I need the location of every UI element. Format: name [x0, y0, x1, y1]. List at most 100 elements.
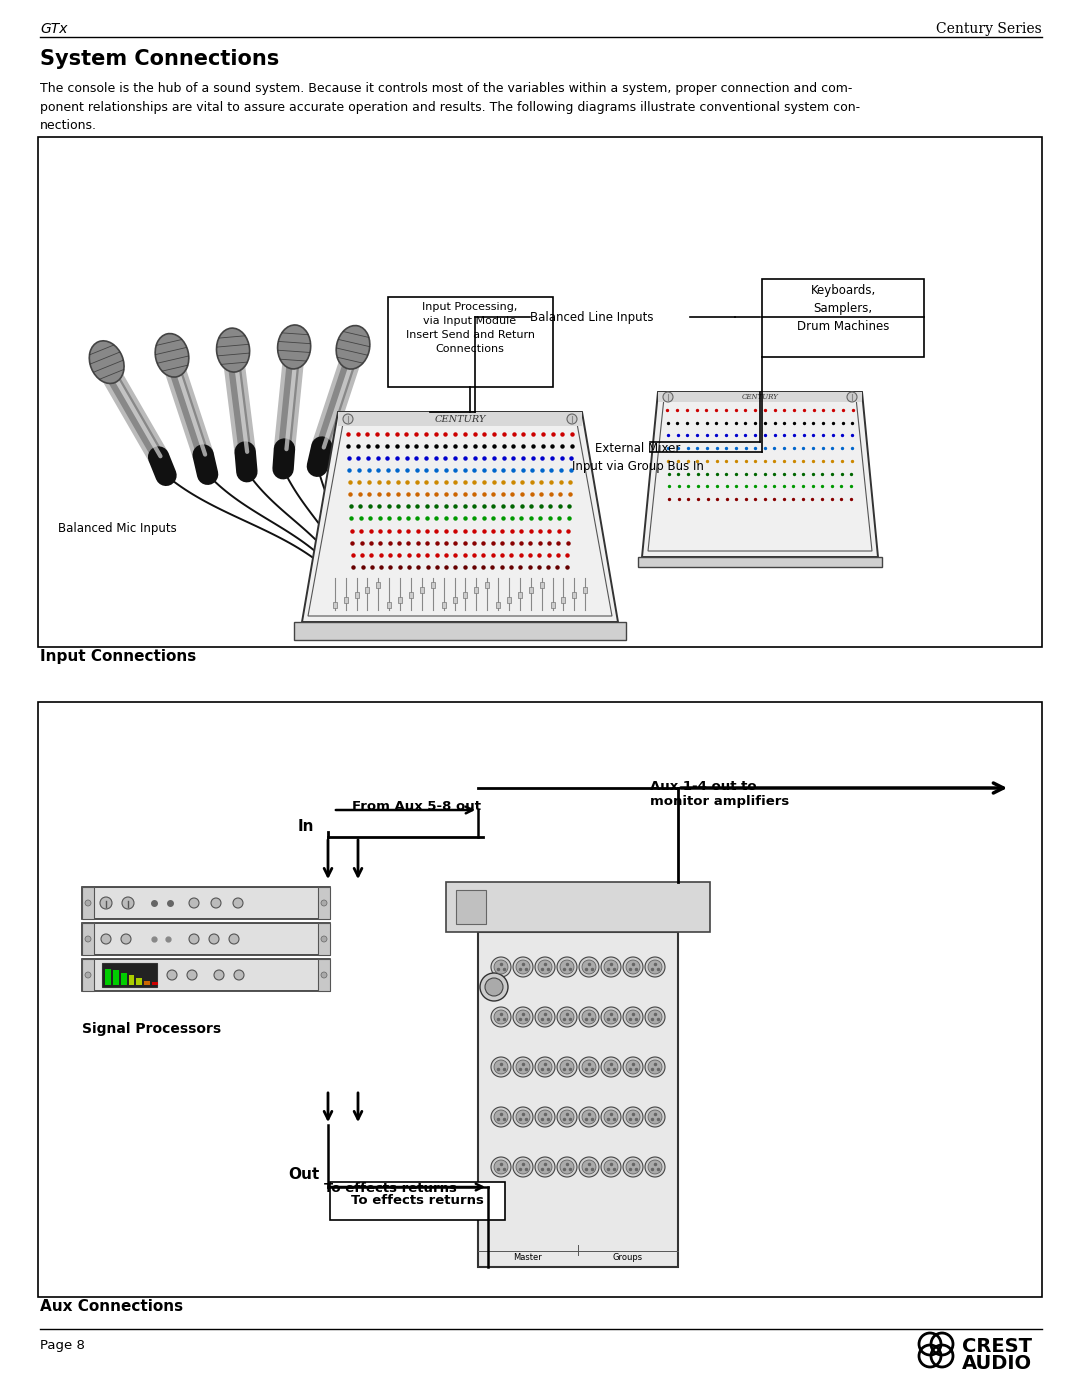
- Circle shape: [604, 1060, 618, 1074]
- Circle shape: [535, 1157, 555, 1178]
- Circle shape: [648, 960, 662, 974]
- Bar: [376, 583, 380, 588]
- Text: Keyboards,
Samplers,
Drum Machines: Keyboards, Samplers, Drum Machines: [797, 284, 889, 332]
- Bar: [540, 583, 543, 588]
- Polygon shape: [642, 393, 878, 557]
- Bar: [388, 298, 553, 387]
- Circle shape: [579, 1007, 599, 1027]
- Circle shape: [623, 1157, 643, 1178]
- Circle shape: [648, 1160, 662, 1173]
- Circle shape: [645, 1007, 665, 1027]
- Circle shape: [538, 1160, 552, 1173]
- Circle shape: [648, 1010, 662, 1024]
- Circle shape: [623, 1007, 643, 1027]
- Bar: [431, 583, 435, 588]
- Text: The console is the hub of a sound system. Because it controls most of the variab: The console is the hub of a sound system…: [40, 82, 860, 131]
- Bar: [485, 583, 489, 588]
- Text: Aux Connections: Aux Connections: [40, 1299, 184, 1315]
- Circle shape: [491, 1007, 511, 1027]
- Circle shape: [229, 935, 239, 944]
- Circle shape: [122, 897, 134, 909]
- Circle shape: [579, 957, 599, 977]
- Bar: [453, 597, 457, 604]
- Text: Input Processing,
via Input Module
Insert Send and Return
Connections: Input Processing, via Input Module Inser…: [405, 302, 535, 353]
- Ellipse shape: [90, 341, 124, 383]
- Circle shape: [847, 393, 858, 402]
- Bar: [102, 963, 157, 988]
- Circle shape: [321, 900, 327, 907]
- Circle shape: [210, 935, 219, 944]
- Circle shape: [582, 1060, 596, 1074]
- Text: External Mixer
Input via Group Bus In: External Mixer Input via Group Bus In: [572, 441, 704, 474]
- Circle shape: [557, 1007, 577, 1027]
- Circle shape: [538, 1010, 552, 1024]
- Circle shape: [623, 1058, 643, 1077]
- Text: In: In: [298, 819, 314, 834]
- Circle shape: [538, 1060, 552, 1074]
- Circle shape: [494, 1010, 508, 1024]
- Bar: [562, 597, 566, 604]
- Circle shape: [85, 900, 91, 907]
- Circle shape: [663, 393, 673, 402]
- Circle shape: [343, 414, 353, 425]
- Bar: [82, 923, 330, 956]
- Bar: [474, 587, 478, 592]
- Circle shape: [626, 1010, 640, 1024]
- Circle shape: [321, 936, 327, 942]
- Circle shape: [582, 1010, 596, 1024]
- Bar: [463, 592, 468, 598]
- Bar: [365, 587, 369, 592]
- Ellipse shape: [336, 326, 369, 369]
- Circle shape: [491, 1058, 511, 1077]
- Circle shape: [535, 957, 555, 977]
- Bar: [121, 972, 126, 985]
- Circle shape: [600, 1007, 621, 1027]
- Circle shape: [604, 960, 618, 974]
- Circle shape: [623, 957, 643, 977]
- Circle shape: [604, 1111, 618, 1125]
- Bar: [330, 1182, 505, 1220]
- Circle shape: [600, 957, 621, 977]
- Circle shape: [100, 897, 112, 909]
- Bar: [145, 981, 150, 985]
- Text: Page 8: Page 8: [40, 1338, 85, 1352]
- Text: System Connections: System Connections: [40, 49, 280, 68]
- Circle shape: [233, 898, 243, 908]
- Bar: [318, 958, 330, 990]
- Circle shape: [567, 414, 577, 425]
- Circle shape: [561, 1010, 573, 1024]
- Bar: [442, 602, 446, 608]
- Text: CENTURY: CENTURY: [434, 415, 486, 423]
- Ellipse shape: [216, 328, 249, 372]
- Text: Aux 1-4 out to
monitor amplifiers: Aux 1-4 out to monitor amplifiers: [650, 780, 789, 807]
- Bar: [354, 592, 359, 598]
- Circle shape: [538, 1111, 552, 1125]
- Bar: [456, 890, 486, 923]
- Bar: [343, 597, 348, 604]
- Circle shape: [538, 960, 552, 974]
- Circle shape: [513, 957, 534, 977]
- Circle shape: [491, 1106, 511, 1127]
- Bar: [82, 958, 330, 990]
- Bar: [420, 587, 423, 592]
- Circle shape: [167, 970, 177, 981]
- Circle shape: [604, 1010, 618, 1024]
- Circle shape: [600, 1157, 621, 1178]
- Circle shape: [604, 1160, 618, 1173]
- Bar: [658, 393, 862, 402]
- Circle shape: [561, 1111, 573, 1125]
- Bar: [112, 970, 119, 985]
- Circle shape: [645, 1157, 665, 1178]
- Circle shape: [557, 957, 577, 977]
- Circle shape: [557, 1058, 577, 1077]
- Bar: [399, 597, 402, 604]
- Circle shape: [494, 1060, 508, 1074]
- Circle shape: [513, 1157, 534, 1178]
- Circle shape: [579, 1106, 599, 1127]
- Circle shape: [645, 957, 665, 977]
- Bar: [388, 602, 391, 608]
- Circle shape: [579, 1058, 599, 1077]
- Circle shape: [516, 1160, 530, 1173]
- Circle shape: [535, 1106, 555, 1127]
- Circle shape: [645, 1058, 665, 1077]
